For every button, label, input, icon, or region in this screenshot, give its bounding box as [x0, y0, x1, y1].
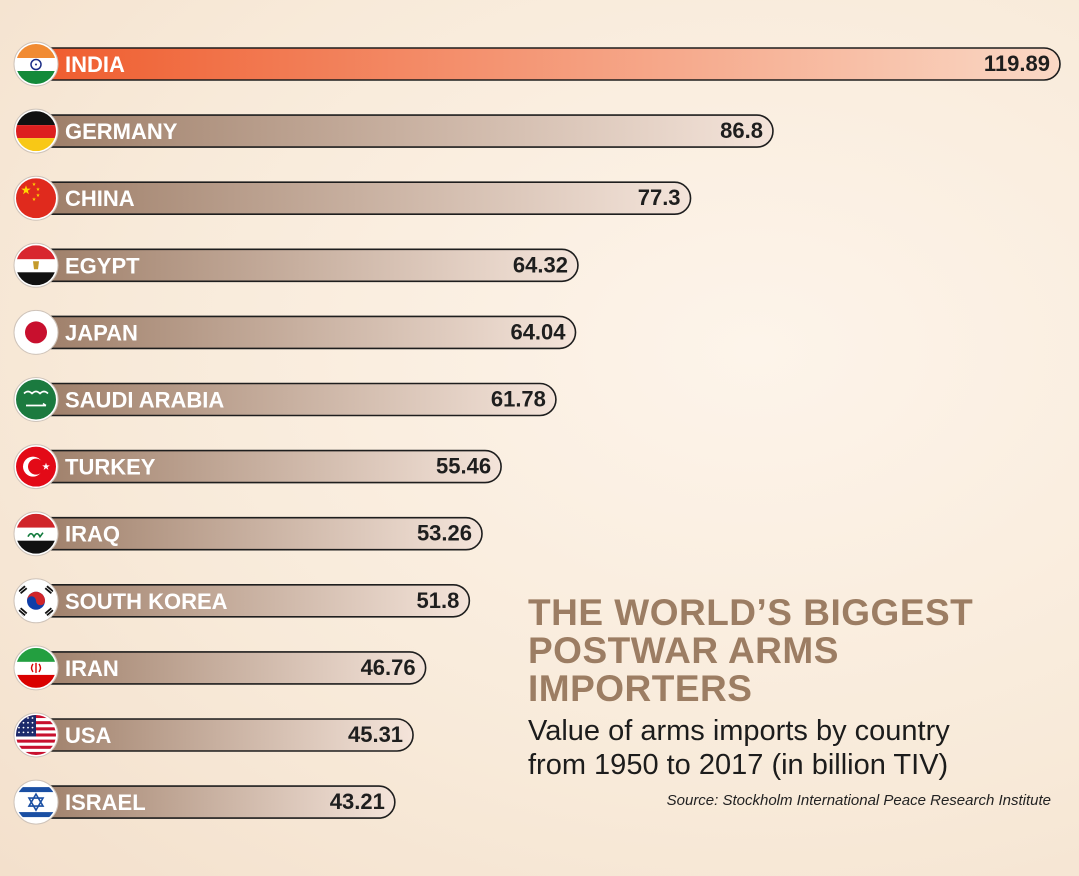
value-label-china: 77.3 [638, 185, 681, 210]
bar-row-israel: ISRAEL 43.21 [19, 785, 396, 819]
value-label-saudi-arabia: 61.78 [491, 387, 546, 412]
bar-row-iran: IRAN 46.76 [19, 651, 427, 685]
saudi-arabia-flag-icon [13, 377, 59, 422]
value-label-iran: 46.76 [361, 655, 416, 680]
category-label-iran: IRAN [65, 656, 119, 681]
value-label-iraq: 53.26 [417, 521, 472, 546]
value-label-south-korea: 51.8 [417, 588, 460, 613]
bar-row-egypt: EGYPT 64.32 [19, 248, 579, 283]
category-label-iraq: IRAQ [65, 522, 120, 547]
bar-row-germany: GERMANY 86.8 [19, 114, 774, 148]
chart-title: THE WORLD’S BIGGEST POSTWAR ARMS IMPORTE… [528, 592, 974, 709]
bar-row-iraq: IRAQ 53.26 [19, 516, 483, 551]
iran-flag-icon [13, 645, 59, 691]
usa-flag-icon [13, 712, 59, 758]
category-label-south-korea: SOUTH KOREA [65, 589, 228, 614]
india-flag-icon [13, 41, 59, 87]
japan-flag-icon [13, 309, 59, 355]
iraq-flag-icon [13, 511, 59, 557]
source-note: Source: Stockholm International Peace Re… [666, 792, 1051, 809]
bar-row-usa: USA 45.31 [19, 718, 414, 752]
egypt-flag-icon [13, 242, 59, 288]
turkey-flag-icon [13, 444, 59, 490]
bar-row-turkey: TURKEY 55.46 [19, 449, 502, 484]
category-label-usa: USA [65, 723, 112, 748]
bar-row-south-korea: SOUTH KOREA 51.8 [19, 583, 471, 618]
china-flag-icon [13, 175, 59, 221]
value-label-turkey: 55.46 [436, 454, 491, 479]
category-label-turkey: TURKEY [65, 455, 156, 480]
title-block: THE WORLD’S BIGGEST POSTWAR ARMS IMPORTE… [528, 594, 1068, 782]
bar-india [19, 47, 1061, 81]
bar-row-india: INDIA 119.89 [19, 47, 1061, 81]
flags-layer [13, 41, 59, 825]
bar-row-china: CHINA 77.3 [19, 181, 692, 215]
value-label-india: 119.89 [984, 51, 1050, 76]
bar-row-saudi-arabia: SAUDI ARABIA 61.78 [19, 382, 557, 417]
bar-row-japan: JAPAN 64.04 [19, 315, 577, 350]
chart-subtitle: Value of arms imports by country from 19… [528, 715, 950, 781]
category-label-israel: ISRAEL [65, 790, 146, 815]
category-label-china: CHINA [65, 186, 135, 211]
category-label-japan: JAPAN [65, 320, 138, 345]
category-label-germany: GERMANY [65, 119, 178, 144]
value-label-usa: 45.31 [348, 722, 403, 747]
south-korea-flag-icon [13, 578, 59, 624]
category-label-saudi-arabia: SAUDI ARABIA [65, 388, 224, 413]
value-label-japan: 64.04 [510, 319, 566, 344]
value-label-israel: 43.21 [330, 789, 385, 814]
value-label-germany: 86.8 [720, 118, 763, 143]
category-label-egypt: EGYPT [65, 253, 140, 278]
germany-flag-icon [13, 108, 59, 154]
value-label-egypt: 64.32 [513, 252, 568, 277]
israel-flag-icon [13, 779, 59, 825]
bars-layer: INDIA 119.89 GERMANY 86.8 CHINA 77.3 EGYPT 64.3… [19, 47, 1061, 819]
category-label-india: INDIA [65, 52, 125, 77]
